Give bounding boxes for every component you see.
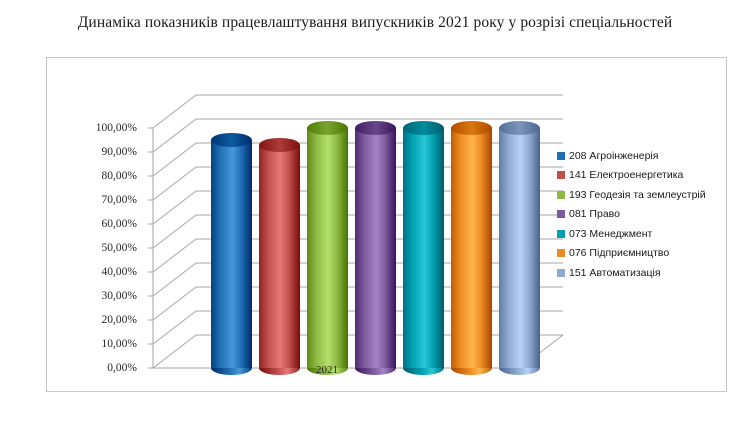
legend-item[interactable]: 151 Автоматизація [557, 263, 725, 283]
legend-swatch-icon [557, 210, 565, 219]
y-tick-label: 80,00% [101, 170, 137, 182]
y-tick-label: 90,00% [101, 146, 137, 158]
bar-cylinder[interactable] [307, 121, 348, 375]
legend-swatch-icon [557, 151, 565, 160]
legend-item[interactable]: 076 Підприємництво [557, 244, 725, 264]
legend-item-label: 208 Агроінженерія [569, 149, 659, 162]
legend-swatch-icon [557, 249, 565, 258]
y-tick-label: 50,00% [101, 242, 137, 254]
legend-swatch-icon [557, 171, 565, 180]
legend-swatch-icon [557, 268, 565, 277]
bar-cylinder[interactable] [499, 121, 540, 375]
bar-series-group [47, 58, 728, 393]
legend-swatch-icon [557, 229, 565, 238]
bar-cylinder-cap [355, 121, 396, 135]
bar-cylinder[interactable] [355, 121, 396, 375]
y-axis-labels: 100,00% 90,00% 80,00% 70,00% 60,00% 50,0… [61, 58, 137, 393]
legend-item[interactable]: 193 Геодезія та землеустрій [557, 185, 725, 205]
bar-cylinder-body [259, 144, 300, 368]
bar-cylinder[interactable] [259, 137, 300, 375]
bar-cylinder-cap [259, 137, 300, 152]
bar-cylinder-body [403, 128, 444, 368]
bar-cylinder-body [307, 128, 348, 368]
y-tick-label: 20,00% [101, 314, 137, 326]
bar-cylinder[interactable] [403, 121, 444, 375]
chart-frame: 100,00% 90,00% 80,00% 70,00% 60,00% 50,0… [46, 57, 727, 392]
legend-item-label: 081 Право [569, 208, 620, 221]
bar-cylinder-body [451, 128, 492, 368]
legend-swatch-icon [557, 190, 565, 199]
y-tick-label: 30,00% [101, 290, 137, 302]
legend-item-label: 193 Геодезія та землеустрій [569, 188, 706, 201]
bar-cylinder-cap [307, 121, 348, 135]
bar-cylinder-body [355, 128, 396, 368]
y-tick-label: 70,00% [101, 194, 137, 206]
bar-cylinder-cap [451, 121, 492, 135]
y-tick-label: 0,00% [107, 362, 137, 374]
legend-item-label: 151 Автоматизація [569, 266, 661, 279]
chart-title: Динаміка показників працевлаштування вип… [77, 14, 673, 31]
x-tick-label: 2021 [316, 364, 338, 376]
bar-cylinder[interactable] [211, 133, 252, 375]
legend-item[interactable]: 081 Право [557, 205, 725, 225]
y-tick-label: 60,00% [101, 218, 137, 230]
legend-item[interactable]: 208 Агроінженерія [557, 146, 725, 166]
y-tick-label: 100,00% [95, 122, 137, 134]
bar-cylinder[interactable] [451, 121, 492, 375]
y-tick-label: 40,00% [101, 266, 137, 278]
legend-item[interactable]: 073 Менеджмент [557, 224, 725, 244]
y-tick-label: 10,00% [101, 338, 137, 350]
legend-item-label: 073 Менеджмент [569, 227, 653, 240]
bar-cylinder-cap [499, 121, 540, 135]
legend-item[interactable]: 141 Електроенергетика [557, 166, 725, 186]
bar-cylinder-cap [403, 121, 444, 135]
bar-cylinder-body [499, 128, 540, 368]
legend-item-label: 076 Підприємництво [569, 247, 670, 260]
bar-cylinder-body [211, 140, 252, 368]
bar-cylinder-cap [211, 133, 252, 147]
legend-item-label: 141 Електроенергетика [569, 169, 684, 182]
chart-legend: 208 Агроінженерія 141 Електроенергетика 19… [557, 146, 725, 283]
